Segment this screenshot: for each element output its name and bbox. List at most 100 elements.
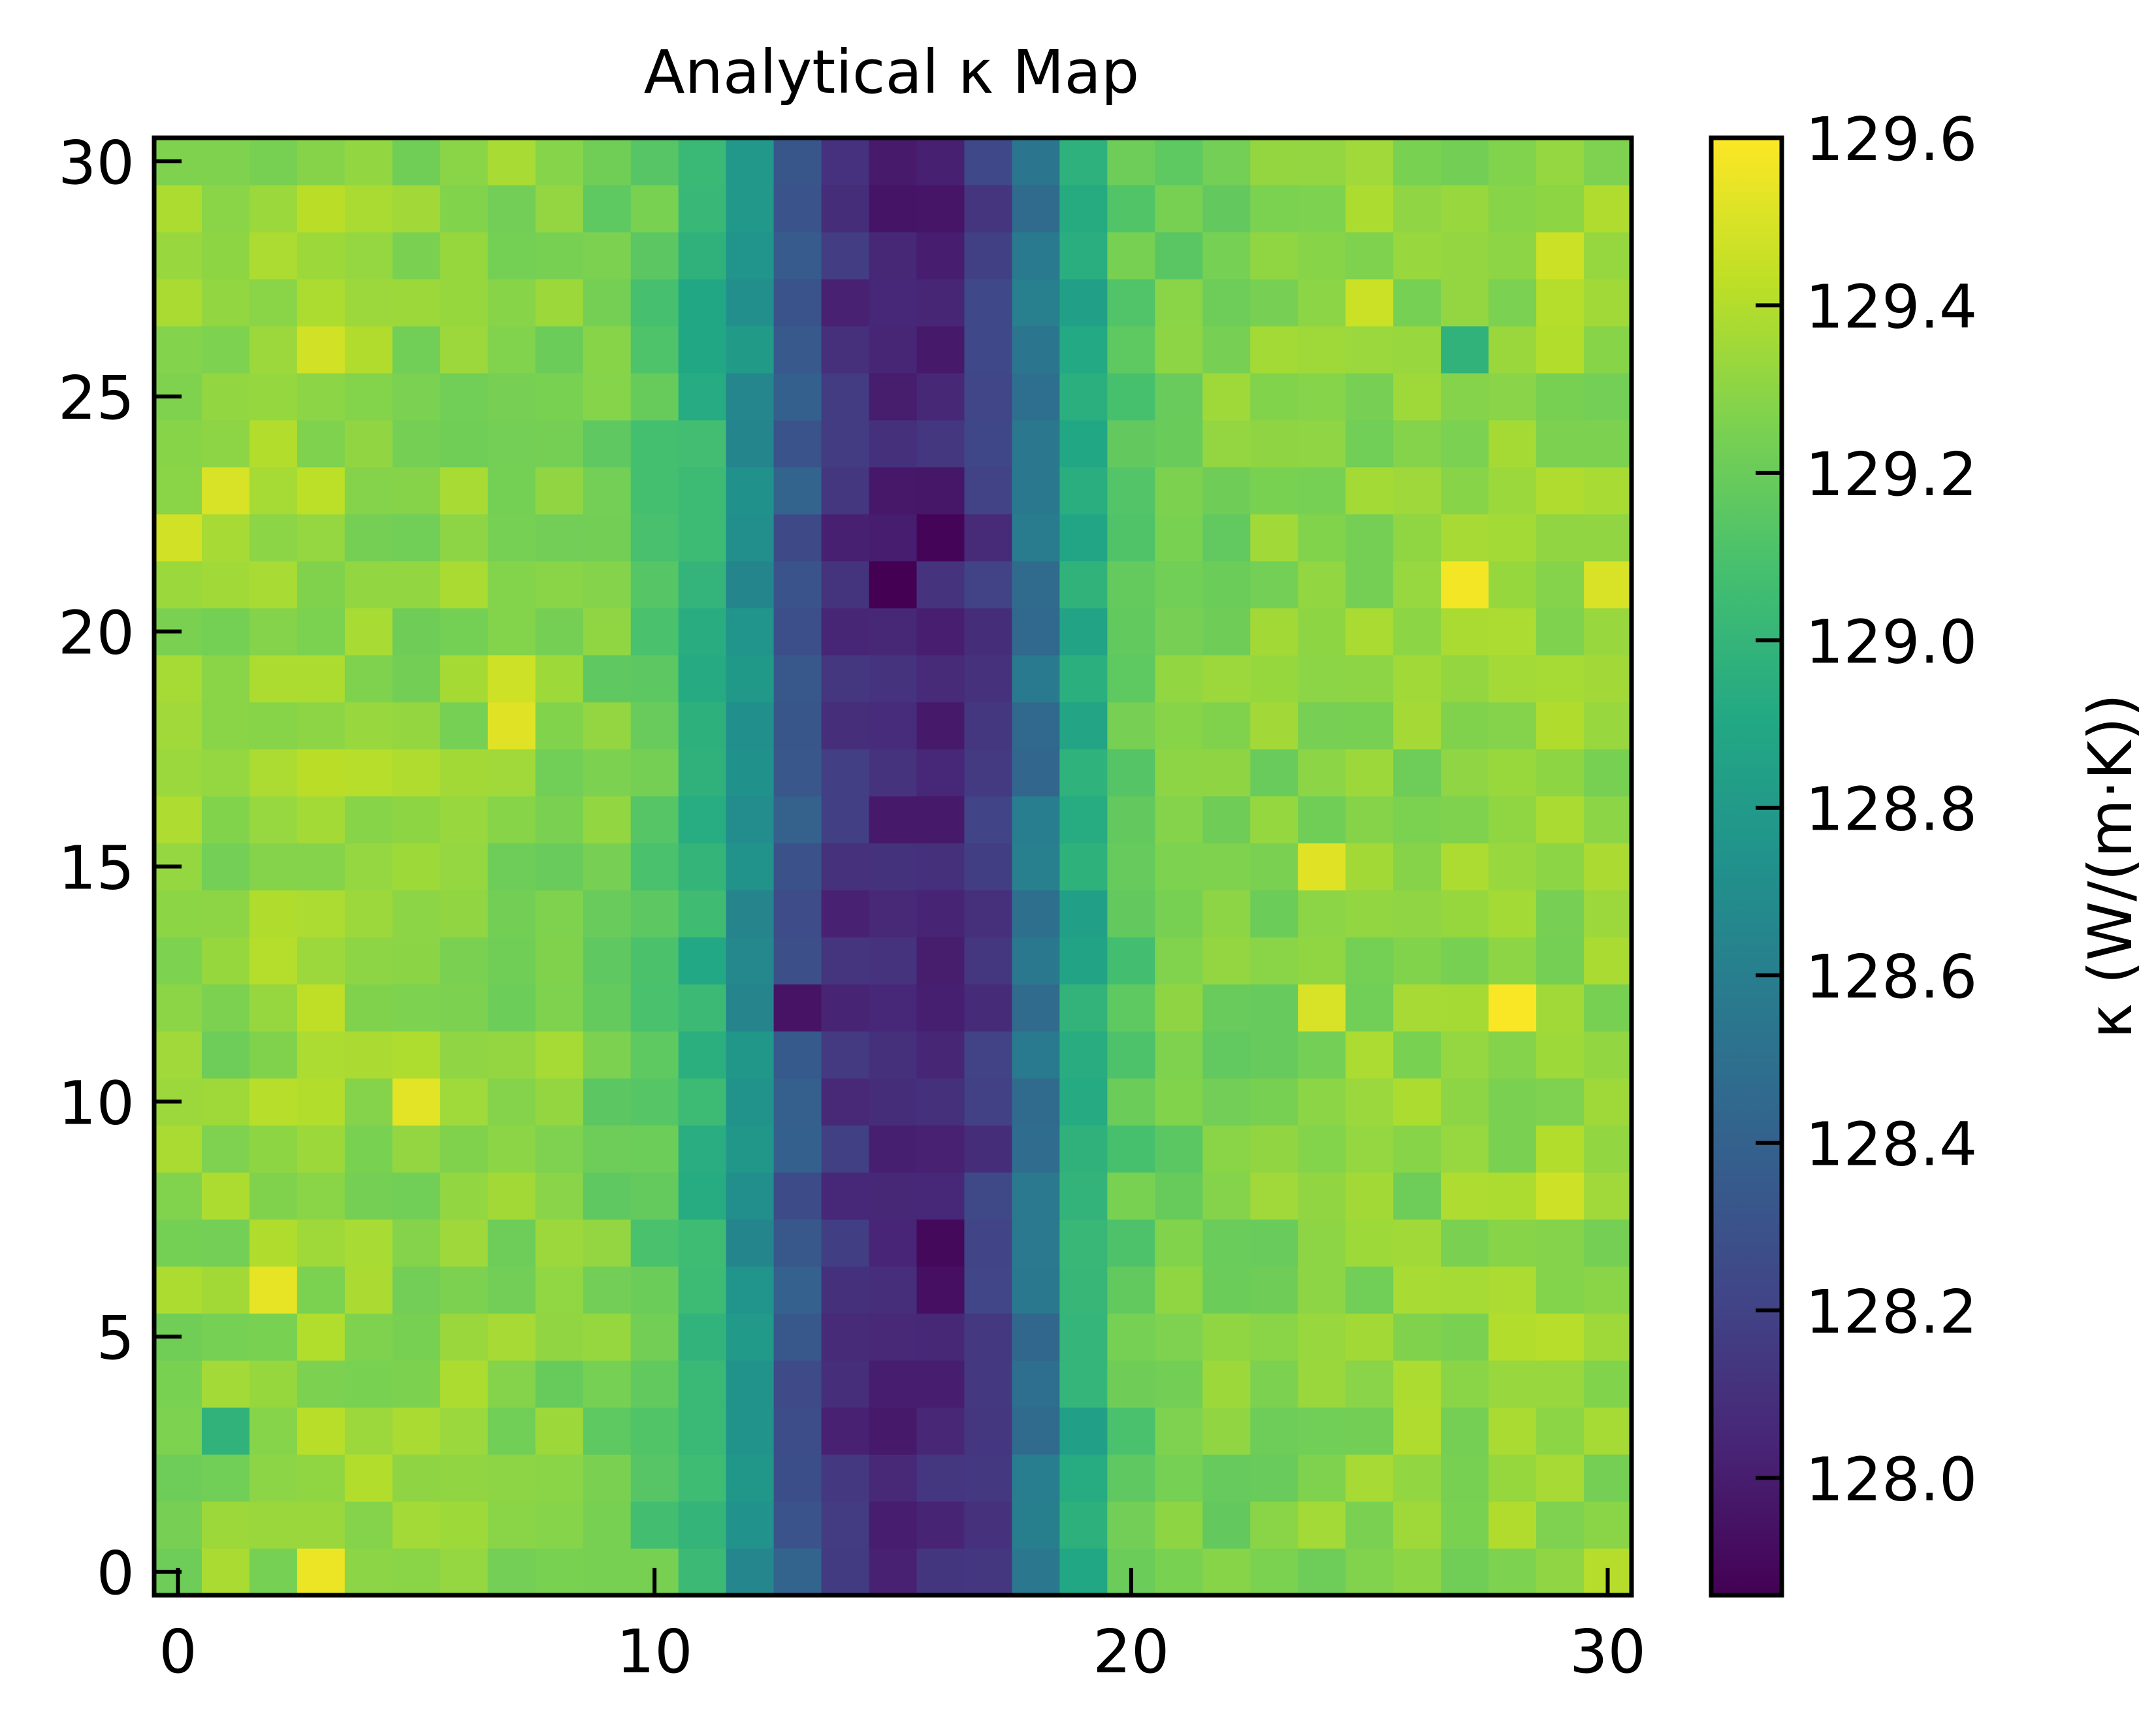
heatmap-cell (583, 1125, 632, 1173)
heatmap-cell (583, 278, 632, 327)
heatmap-cell (1250, 1219, 1298, 1267)
heatmap-cell (535, 325, 584, 374)
heatmap-cell (1488, 1548, 1537, 1596)
heatmap-cell (487, 655, 536, 703)
heatmap-cell (392, 1313, 441, 1361)
heatmap-cell (1441, 1501, 1489, 1549)
heatmap-cell (1250, 749, 1298, 797)
heatmap-cell (392, 702, 441, 750)
heatmap-cell (1059, 1266, 1108, 1314)
heatmap-cell (1107, 1313, 1155, 1361)
heatmap-cell (1202, 1266, 1251, 1314)
heatmap-cell (487, 796, 536, 844)
heatmap-cell (1536, 513, 1585, 562)
heatmap-cell (964, 372, 1013, 421)
heatmap-cell (583, 1313, 632, 1361)
heatmap-cell (678, 1548, 727, 1596)
heatmap-cell (1536, 1501, 1585, 1549)
heatmap-cell (201, 560, 250, 609)
heatmap-cell (297, 184, 346, 233)
heatmap-cell (1298, 419, 1346, 468)
heatmap-cell (1345, 325, 1394, 374)
heatmap-cell (916, 608, 965, 656)
heatmap-cell (869, 1172, 918, 1220)
heatmap-cell (344, 466, 393, 515)
heatmap-cell (1012, 984, 1060, 1031)
heatmap-cell (1584, 184, 1632, 233)
heatmap-cell (440, 1548, 489, 1596)
heatmap-cell (1298, 655, 1346, 703)
heatmap-cell (630, 1313, 679, 1361)
heatmap-cell (1155, 749, 1203, 797)
heatmap-cell (1059, 1125, 1108, 1173)
heatmap-cell (773, 749, 822, 797)
heatmap-cell (726, 1313, 775, 1361)
heatmap-cell (1298, 1360, 1346, 1408)
x-tick-label: 20 (1093, 1617, 1169, 1687)
heatmap-cell (916, 1266, 965, 1314)
heatmap-cell (1584, 419, 1632, 468)
heatmap-cell (1345, 1360, 1394, 1408)
heatmap-cell (440, 1407, 489, 1455)
heatmap-cell (1298, 1125, 1346, 1173)
heatmap-cell (773, 1548, 822, 1596)
heatmap-cell (1536, 608, 1585, 656)
heatmap-cell (916, 231, 965, 280)
heatmap-cell (1107, 138, 1155, 186)
heatmap-cell (1250, 1501, 1298, 1549)
heatmap-cell (440, 560, 489, 609)
heatmap-cell (1488, 1078, 1537, 1126)
heatmap-cell (1202, 325, 1251, 374)
heatmap-cell (1393, 138, 1441, 186)
heatmap-cell (297, 560, 346, 609)
heatmap-cell (154, 466, 202, 515)
heatmap-cell (487, 184, 536, 233)
heatmap-cell (1393, 1407, 1441, 1455)
heatmap-cell (1345, 1266, 1394, 1314)
heatmap-cell (154, 184, 202, 233)
colorbar-label: κ (W/(m·K)) (2076, 694, 2146, 1039)
heatmap-cell (964, 1266, 1013, 1314)
heatmap-cell (535, 231, 584, 280)
heatmap-cell (201, 231, 250, 280)
heatmap-cell (535, 984, 584, 1031)
heatmap-cell (1393, 1313, 1441, 1361)
heatmap-cell (535, 419, 584, 468)
heatmap-cell (678, 560, 727, 609)
heatmap-cell (201, 1172, 250, 1220)
heatmap-cell (1488, 796, 1537, 844)
heatmap-cell (201, 984, 250, 1031)
heatmap-cell (1059, 608, 1108, 656)
heatmap-cell (1107, 1407, 1155, 1455)
heatmap-cell (440, 1219, 489, 1267)
heatmap-cell (535, 608, 584, 656)
heatmap-cell (1488, 1172, 1537, 1220)
heatmap-cell (344, 1501, 393, 1549)
heatmap-cell (1250, 1078, 1298, 1126)
heatmap-cell (773, 1266, 822, 1314)
heatmap-cell (1441, 184, 1489, 233)
heatmap-cell (297, 702, 346, 750)
heatmap-cell (630, 796, 679, 844)
heatmap-cell (1536, 278, 1585, 327)
heatmap-cell (1536, 1266, 1585, 1314)
heatmap-cell (297, 419, 346, 468)
heatmap-cell (773, 796, 822, 844)
heatmap-cell (1488, 278, 1537, 327)
heatmap-cell (297, 1407, 346, 1455)
heatmap-cell (1441, 796, 1489, 844)
heatmap-cell (1059, 749, 1108, 797)
heatmap-cell (1107, 937, 1155, 985)
heatmap-cell (773, 1125, 822, 1173)
heatmap-cell (821, 419, 870, 468)
heatmap-cell (916, 1501, 965, 1549)
heatmap-cell (1250, 466, 1298, 515)
heatmap-cell (1441, 843, 1489, 891)
heatmap-cell (1107, 655, 1155, 703)
heatmap-cell (201, 1454, 250, 1502)
heatmap-cell (1488, 1501, 1537, 1549)
heatmap-cell (1345, 231, 1394, 280)
heatmap-cell (1107, 1219, 1155, 1267)
heatmap-cell (583, 466, 632, 515)
heatmap-cell (1393, 466, 1441, 515)
